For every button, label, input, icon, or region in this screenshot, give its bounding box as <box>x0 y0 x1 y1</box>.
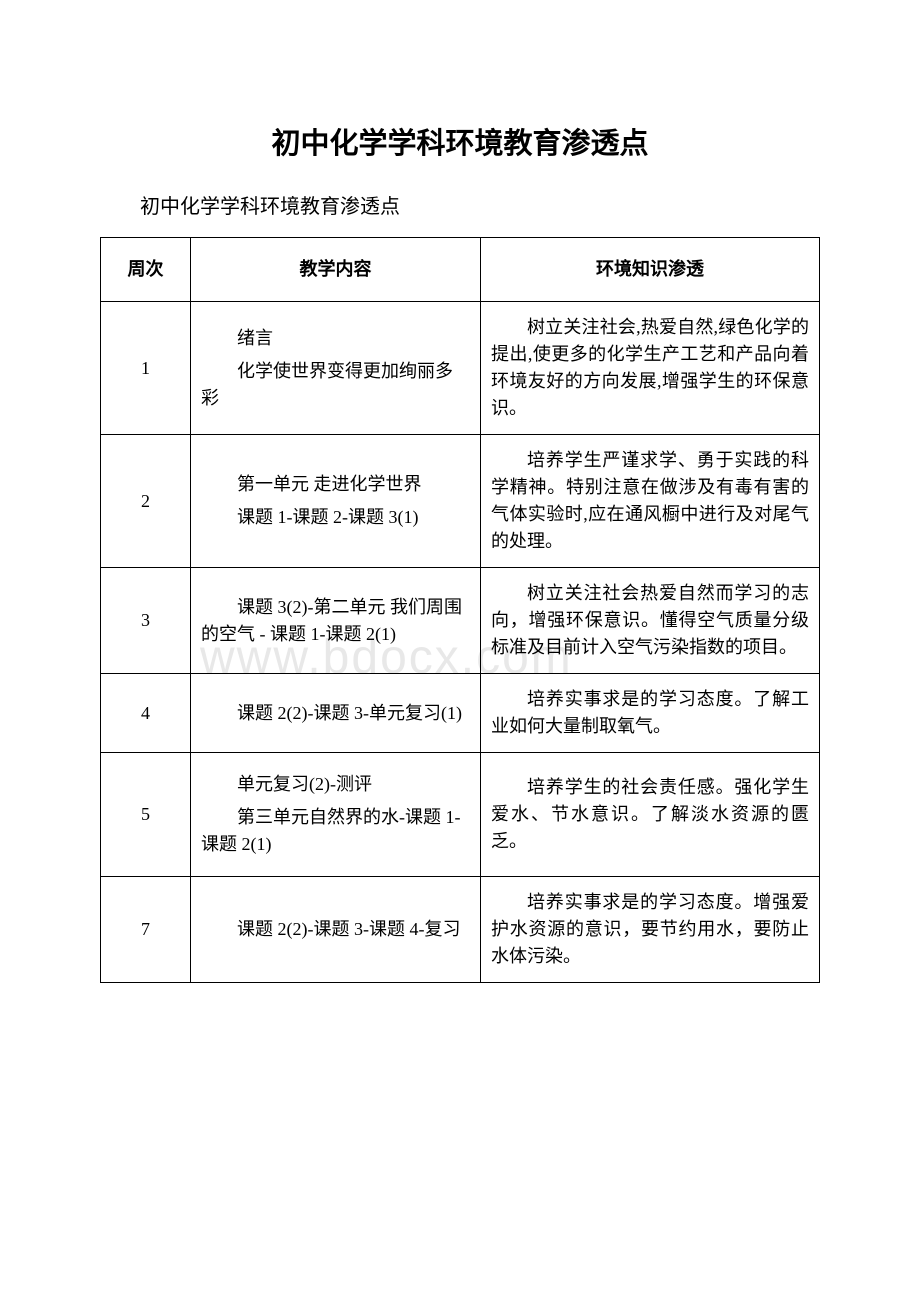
content-line: 第一单元 走进化学世界 <box>201 471 470 498</box>
page-subtitle: 初中化学学科环境教育渗透点 <box>100 190 820 219</box>
header-week: 周次 <box>101 238 191 302</box>
content-line: 课题 2(2)-课题 3-单元复习(1) <box>201 700 470 727</box>
table-row: 5单元复习(2)-测评第三单元自然界的水-课题 1-课题 2(1)培养学生的社会… <box>101 753 820 877</box>
cell-env: 树立关注社会热爱自然而学习的志向，增强环保意识。懂得空气质量分级标准及目前计入空… <box>481 568 820 674</box>
cell-week: 1 <box>101 302 191 435</box>
cell-week: 4 <box>101 674 191 753</box>
content-line: 课题 3(2)-第二单元 我们周围的空气 - 课题 1-课题 2(1) <box>201 594 470 648</box>
header-env: 环境知识渗透 <box>481 238 820 302</box>
cell-week: 7 <box>101 877 191 983</box>
cell-content: 单元复习(2)-测评第三单元自然界的水-课题 1-课题 2(1) <box>191 753 481 877</box>
cell-env: 培养学生的社会责任感。强化学生爱水、节水意识。了解淡水资源的匮乏。 <box>481 753 820 877</box>
cell-content: 课题 2(2)-课题 3-课题 4-复习 <box>191 877 481 983</box>
curriculum-table: 周次 教学内容 环境知识渗透 1绪言化学使世界变得更加绚丽多彩树立关注社会,热爱… <box>100 237 820 983</box>
cell-env: 培养学生严谨求学、勇于实践的科学精神。特别注意在做涉及有毒有害的气体实验时,应在… <box>481 435 820 568</box>
header-content: 教学内容 <box>191 238 481 302</box>
table-row: 7 课题 2(2)-课题 3-课题 4-复习培养实事求是的学习态度。增强爱护水资源… <box>101 877 820 983</box>
cell-week: 3 <box>101 568 191 674</box>
table-header-row: 周次 教学内容 环境知识渗透 <box>101 238 820 302</box>
cell-week: 5 <box>101 753 191 877</box>
cell-env: 培养实事求是的学习态度。增强爱护水资源的意识，要节约用水，要防止水体污染。 <box>481 877 820 983</box>
cell-env: 培养实事求是的学习态度。了解工业如何大量制取氧气。 <box>481 674 820 753</box>
cell-content: 第一单元 走进化学世界课题 1-课题 2-课题 3(1) <box>191 435 481 568</box>
content-line: 课题 1-课题 2-课题 3(1) <box>201 504 470 531</box>
table-row: 3课题 3(2)-第二单元 我们周围的空气 - 课题 1-课题 2(1)树立关注… <box>101 568 820 674</box>
content-line: 第三单元自然界的水-课题 1-课题 2(1) <box>201 804 470 858</box>
cell-content: 课题 2(2)-课题 3-单元复习(1) <box>191 674 481 753</box>
content-line: 单元复习(2)-测评 <box>201 771 470 798</box>
cell-content: 课题 3(2)-第二单元 我们周围的空气 - 课题 1-课题 2(1) <box>191 568 481 674</box>
content-line: 绪言 <box>201 325 470 352</box>
content-line: 课题 2(2)-课题 3-课题 4-复习 <box>201 916 470 943</box>
content-line: 化学使世界变得更加绚丽多彩 <box>201 358 470 412</box>
cell-env: 树立关注社会,热爱自然,绿色化学的提出,使更多的化学生产工艺和产品向着环境友好的… <box>481 302 820 435</box>
table-row: 1绪言化学使世界变得更加绚丽多彩树立关注社会,热爱自然,绿色化学的提出,使更多的… <box>101 302 820 435</box>
cell-week: 2 <box>101 435 191 568</box>
cell-content: 绪言化学使世界变得更加绚丽多彩 <box>191 302 481 435</box>
page-title: 初中化学学科环境教育渗透点 <box>100 120 820 162</box>
table-row: 2第一单元 走进化学世界课题 1-课题 2-课题 3(1)培养学生严谨求学、勇于… <box>101 435 820 568</box>
table-row: 4 课题 2(2)-课题 3-单元复习(1) 培养实事求是的学习态度。了解工业如何大… <box>101 674 820 753</box>
